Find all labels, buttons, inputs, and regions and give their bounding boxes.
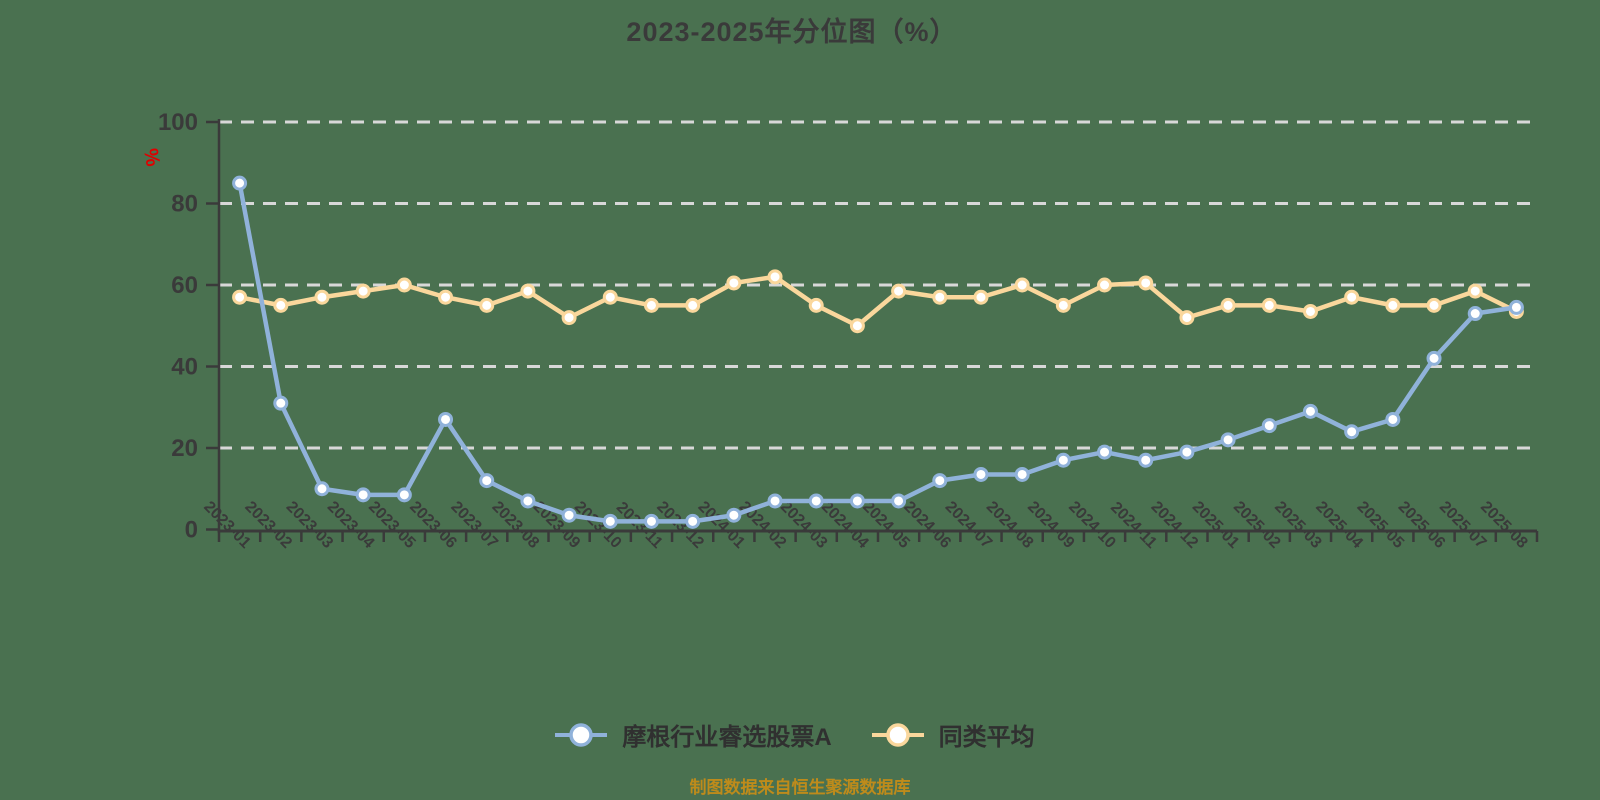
data-point xyxy=(1344,289,1360,305)
data-point xyxy=(438,289,454,305)
data-point xyxy=(1508,299,1524,315)
data-point xyxy=(355,487,371,503)
data-point xyxy=(561,507,577,523)
data-point xyxy=(973,466,989,482)
y-tick-label: 20 xyxy=(171,435,198,462)
data-point xyxy=(1467,306,1483,322)
data-point xyxy=(643,513,659,529)
data-point xyxy=(561,310,577,326)
data-point xyxy=(520,493,536,509)
data-point xyxy=(1261,297,1277,313)
data-point xyxy=(1138,275,1154,291)
data-point xyxy=(602,289,618,305)
data-source-note: 制图数据来自恒生聚源数据库 xyxy=(689,778,911,797)
data-point xyxy=(1385,411,1401,427)
y-tick-label: 100 xyxy=(158,109,198,136)
data-point xyxy=(643,297,659,313)
data-point xyxy=(1426,350,1442,366)
data-point xyxy=(685,513,701,529)
data-point xyxy=(273,297,289,313)
average-marker-circle xyxy=(885,722,910,747)
data-point xyxy=(1467,283,1483,299)
data-point xyxy=(273,395,289,411)
data-point xyxy=(726,507,742,523)
data-point xyxy=(932,289,948,305)
data-point xyxy=(1055,297,1071,313)
data-point xyxy=(520,283,536,299)
data-point xyxy=(1302,303,1318,319)
data-point xyxy=(1179,444,1195,460)
data-point xyxy=(1097,277,1113,293)
data-point xyxy=(1097,444,1113,460)
data-point xyxy=(1385,297,1401,313)
data-point xyxy=(396,487,412,503)
data-point xyxy=(314,289,330,305)
y-tick-label: 0 xyxy=(185,517,198,544)
data-point xyxy=(685,297,701,313)
data-point xyxy=(355,283,371,299)
legend-item-average: 同类平均 xyxy=(870,717,1035,752)
data-point xyxy=(973,289,989,305)
data-point xyxy=(726,275,742,291)
data-point xyxy=(1302,403,1318,419)
data-point xyxy=(1220,432,1236,448)
data-point xyxy=(1344,424,1360,440)
data-point xyxy=(849,318,865,334)
data-point xyxy=(767,269,783,285)
data-point xyxy=(438,411,454,427)
average-series-marker-icon xyxy=(871,722,924,747)
data-point xyxy=(891,283,907,299)
data-point xyxy=(479,473,495,489)
data-point xyxy=(232,175,248,191)
y-tick-label: 60 xyxy=(171,272,198,299)
data-point xyxy=(1138,452,1154,468)
chart-title: 2023-2025年分位图（%） xyxy=(626,17,958,47)
data-point xyxy=(1179,310,1195,326)
data-point xyxy=(767,493,783,509)
data-point xyxy=(1055,452,1071,468)
series-line-fund xyxy=(237,180,1519,524)
data-point xyxy=(1014,466,1030,482)
legend: 摩根行业睿选股票A 同类平均 xyxy=(0,717,1588,752)
data-point xyxy=(479,297,495,313)
data-point xyxy=(808,493,824,509)
data-point xyxy=(396,277,412,293)
data-point xyxy=(314,481,330,497)
data-point xyxy=(232,289,248,305)
data-point xyxy=(602,513,618,529)
fund-marker-circle xyxy=(569,722,594,747)
data-point xyxy=(1261,418,1277,434)
y-tick-label: 80 xyxy=(171,191,198,218)
fund-series-marker-icon xyxy=(555,722,608,747)
y-tick-label: 40 xyxy=(171,354,198,381)
data-point xyxy=(932,473,948,489)
average-legend-label: 同类平均 xyxy=(938,724,1035,751)
data-point xyxy=(1426,297,1442,313)
data-point xyxy=(1220,297,1236,313)
data-point xyxy=(808,297,824,313)
data-point xyxy=(891,493,907,509)
data-point xyxy=(849,493,865,509)
fund-legend-label: 摩根行业睿选股票A xyxy=(622,724,832,751)
legend-item-fund: 摩根行业睿选股票A xyxy=(553,717,832,752)
data-point xyxy=(1014,277,1030,293)
